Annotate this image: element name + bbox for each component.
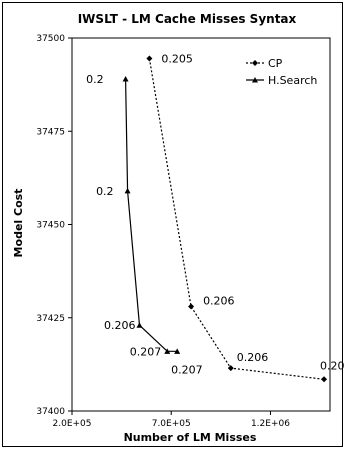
data-label: 0.2 bbox=[86, 73, 104, 86]
legend-label-cp: CP bbox=[268, 57, 283, 70]
x-tick-label: 7.0E+05 bbox=[152, 419, 191, 429]
series-line-cp bbox=[148, 58, 325, 380]
x-axis: 2.0E+05 7.0E+05 1.2E+06 bbox=[53, 411, 290, 429]
data-label: 0.207 bbox=[320, 359, 345, 372]
y-tick-label: 37450 bbox=[36, 221, 65, 231]
y-tick-label: 37500 bbox=[36, 34, 65, 44]
data-label: 0.206 bbox=[104, 319, 136, 332]
data-labels: 0.205 0.206 0.206 0.207 0.2 0.2 0.206 0.207 0.20… bbox=[86, 53, 345, 377]
data-point-h-search bbox=[136, 322, 143, 328]
data-label: 0.206 bbox=[237, 351, 269, 364]
data-point-cp bbox=[321, 376, 328, 383]
y-tick-label: 37475 bbox=[36, 127, 65, 137]
legend-item-h-search: H.Search bbox=[246, 74, 317, 87]
chart-title: IWSLT - LM Cache Misses Syntax bbox=[78, 12, 297, 26]
y-tick-label: 37425 bbox=[36, 314, 65, 324]
series-cp bbox=[146, 55, 328, 383]
data-point-cp bbox=[146, 55, 153, 62]
y-axis: 37400 37425 37450 37475 37500 bbox=[36, 34, 72, 417]
plot-area bbox=[71, 37, 331, 412]
series-layer bbox=[122, 55, 328, 383]
data-point-cp bbox=[227, 365, 234, 372]
data-point-h-search bbox=[174, 348, 181, 354]
data-point-cp bbox=[188, 303, 195, 310]
data-point-h-search bbox=[122, 76, 129, 82]
data-label: 0.2 bbox=[96, 185, 114, 198]
series-h-search bbox=[122, 76, 181, 354]
data-point-h-search bbox=[164, 348, 171, 354]
x-axis-title: Number of LM Misses bbox=[124, 431, 257, 444]
legend-label-h-search: H.Search bbox=[268, 74, 317, 87]
legend-marker-cp bbox=[252, 60, 258, 66]
data-label: 0.207 bbox=[130, 345, 162, 358]
x-tick-label: 1.2E+06 bbox=[251, 419, 290, 429]
y-tick-label: 37400 bbox=[36, 407, 65, 417]
data-label: 0.205 bbox=[161, 53, 193, 66]
data-label: 0.207 bbox=[171, 363, 203, 376]
x-tick-label: 2.0E+05 bbox=[53, 419, 92, 429]
legend-marker-h-search bbox=[252, 77, 258, 83]
data-point-h-search bbox=[124, 187, 131, 194]
y-axis-title: Model Cost bbox=[12, 189, 25, 258]
legend: CP H.Search bbox=[246, 57, 317, 87]
legend-item-cp: CP bbox=[246, 57, 283, 70]
data-label: 0.206 bbox=[203, 295, 235, 308]
